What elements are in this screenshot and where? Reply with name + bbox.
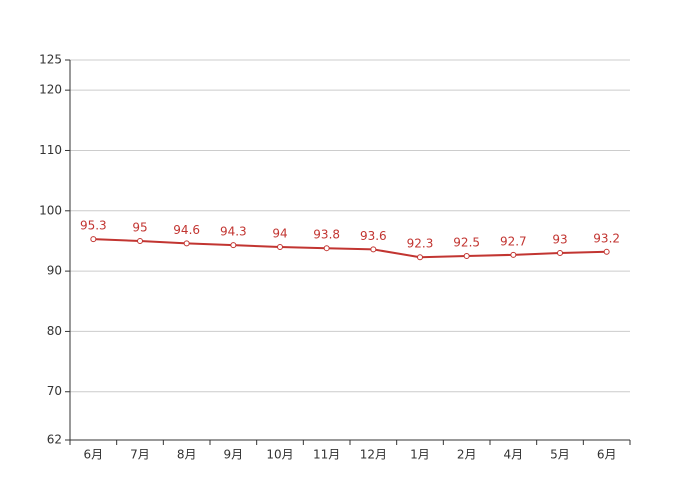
- x-tick-label: 12月: [360, 448, 387, 462]
- x-tick-label: 6月: [84, 448, 104, 462]
- data-label: 94.3: [220, 225, 247, 239]
- x-tick-label: 2月: [457, 448, 477, 462]
- x-tick-label: 1月: [410, 448, 430, 462]
- data-point: [137, 237, 143, 244]
- data-point: [370, 246, 377, 253]
- y-tick-label: 125: [39, 53, 62, 67]
- data-point: [557, 250, 563, 257]
- data-label: 95.3: [80, 219, 107, 233]
- data-point: [183, 240, 190, 247]
- y-tick-label: 120: [39, 83, 62, 97]
- y-tick-label: 100: [39, 203, 62, 217]
- y-tick-label: 70: [47, 384, 62, 398]
- data-point: [90, 236, 97, 243]
- data-label: 93: [552, 233, 567, 247]
- y-tick-label: 110: [39, 143, 62, 157]
- x-tick-label: 9月: [224, 448, 244, 462]
- data-label: 93.2: [593, 231, 620, 245]
- data-point: [510, 251, 517, 258]
- y-tick-label: 80: [47, 324, 62, 338]
- data-label: 93.6: [360, 229, 387, 243]
- y-tick-label: 90: [47, 264, 62, 278]
- x-tick-label: 7月: [130, 448, 150, 462]
- data-label: 92.5: [453, 236, 480, 250]
- data-label: 92.7: [500, 234, 527, 248]
- x-tick-label: 10月: [266, 448, 293, 462]
- data-label: 94: [272, 226, 287, 240]
- data-point: [417, 254, 423, 261]
- data-point: [603, 248, 610, 255]
- data-point: [463, 253, 470, 260]
- data-line: [93, 238, 607, 259]
- x-tick-label: 11月: [313, 448, 340, 462]
- data-point: [230, 242, 237, 249]
- data-label: 93.8: [313, 228, 340, 242]
- x-tick-label: 5月: [550, 448, 570, 462]
- data-label: 92.3: [407, 237, 434, 251]
- data-point: [277, 243, 283, 250]
- data-label: 95: [132, 220, 147, 234]
- x-tick-label: 4月: [504, 448, 524, 462]
- x-tick-label: 8月: [177, 448, 197, 462]
- y-tick-label: 62: [47, 433, 62, 447]
- data-label: 94.6: [173, 223, 200, 237]
- x-tick-label: 6月: [597, 448, 617, 462]
- data-point: [323, 245, 330, 252]
